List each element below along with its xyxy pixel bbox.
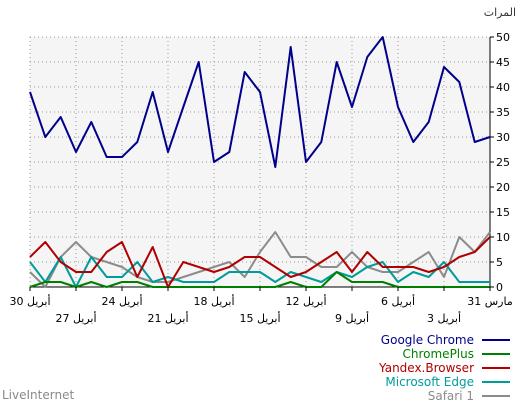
x-tick-label: 12 أبريل xyxy=(285,294,326,308)
y-tick-label: 30 xyxy=(496,131,510,144)
y-tick-label: 15 xyxy=(496,206,510,219)
y-tick-label: 0 xyxy=(496,281,503,294)
legend-item: Yandex.Browser xyxy=(270,361,510,375)
legend-label: Safari 1 xyxy=(427,389,474,403)
legend-label: Yandex.Browser xyxy=(379,361,474,375)
y-tick-label: 40 xyxy=(496,81,510,94)
y-tick-label: 20 xyxy=(496,181,510,194)
x-tick-label: 24 أبريل xyxy=(101,294,142,308)
x-tick-label: 18 أبريل xyxy=(193,294,234,308)
y-tick-label: 5 xyxy=(496,256,503,269)
legend-label: Microsoft Edge xyxy=(385,375,474,389)
y-tick-label: 25 xyxy=(496,156,510,169)
legend-swatch xyxy=(482,367,510,369)
legend-swatch xyxy=(482,339,510,341)
series-line-google-chrome xyxy=(29,36,491,168)
legend-item: Safari 1 xyxy=(270,389,510,403)
line-chart: المرات 0 5 10 15 20 25 30 35 40 45 50 30 أبريل 24 أ… xyxy=(9,6,516,325)
x-tick-label: 27 أبريل xyxy=(55,311,96,325)
legend-swatch xyxy=(482,353,510,355)
y-tick-label: 45 xyxy=(496,56,510,69)
series-line-microsoft-edge xyxy=(29,256,490,288)
x-tick-label: 3 أبريل xyxy=(427,311,461,325)
y-axis-label: المرات xyxy=(484,6,516,19)
brand-label: LiveInternet xyxy=(2,388,75,402)
x-tick-label: 9 أبريل xyxy=(335,311,369,325)
legend: Google Chrome ChromePlus Yandex.Browser Mic… xyxy=(270,333,510,403)
x-tick-label: 6 أبريل xyxy=(381,294,415,308)
y-tick-label: 10 xyxy=(496,231,510,244)
x-tick-label: 21 أبريل xyxy=(147,311,188,325)
x-tick-label: 30 أبريل xyxy=(9,294,50,308)
series-line-yandex-browser xyxy=(29,236,491,288)
legend-item: Google Chrome xyxy=(270,333,510,347)
x-tick-label: 15 أبريل xyxy=(239,311,280,325)
legend-item: ChromePlus xyxy=(270,347,510,361)
y-tick-label: 35 xyxy=(496,106,510,119)
legend-label: Google Chrome xyxy=(380,333,474,347)
x-tick-label: 31 مارس xyxy=(467,295,513,308)
legend-item: Microsoft Edge xyxy=(270,375,510,389)
series-line-safari-1 xyxy=(29,231,491,288)
legend-swatch xyxy=(482,381,510,383)
legend-label: ChromePlus xyxy=(402,347,475,361)
y-tick-label: 50 xyxy=(496,31,510,44)
legend-swatch xyxy=(482,395,510,397)
